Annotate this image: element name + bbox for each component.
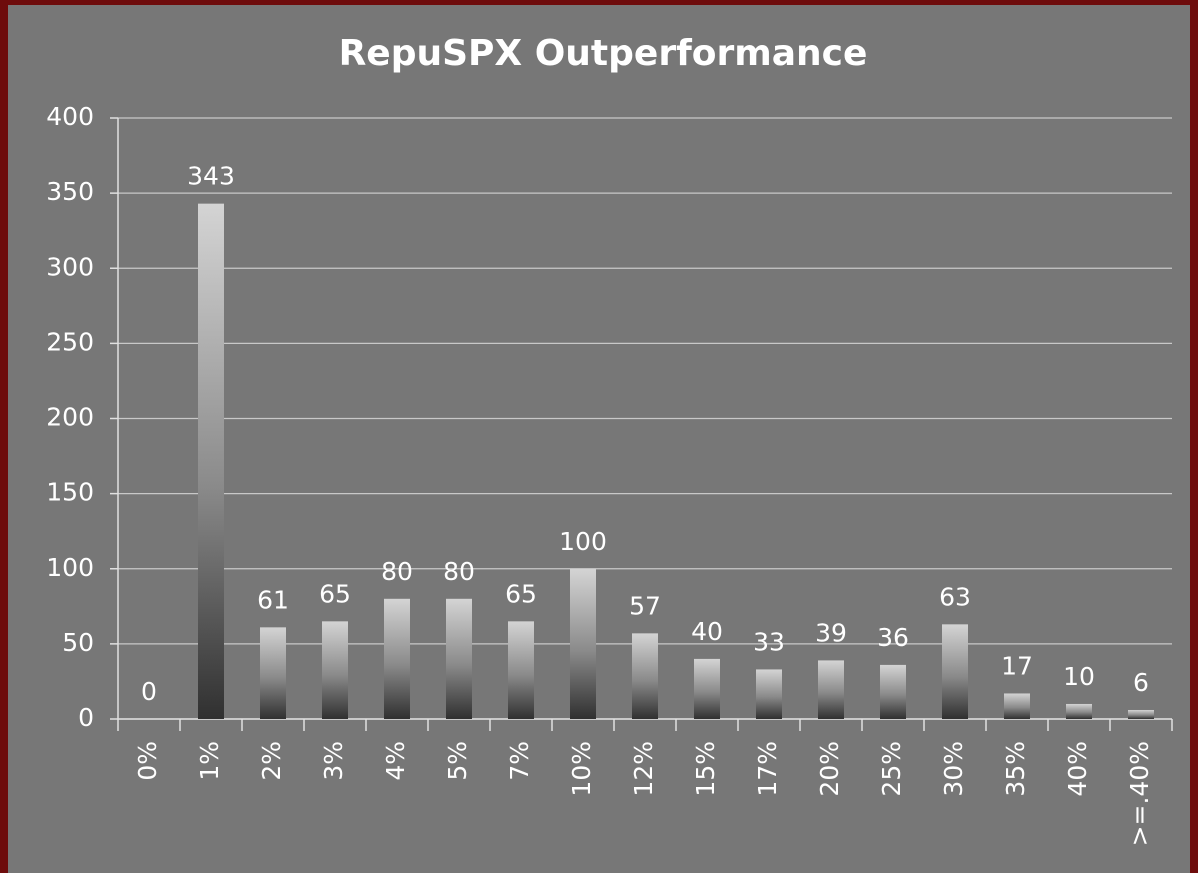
data-label: 343 [187, 162, 235, 191]
data-label: 33 [753, 627, 785, 656]
bar [508, 621, 534, 719]
bar [1004, 693, 1030, 719]
data-label: 63 [939, 582, 971, 611]
y-tick-label: 50 [62, 628, 94, 657]
bar [446, 598, 472, 719]
data-label: 0 [141, 677, 157, 706]
x-tick-label: 7% [505, 741, 534, 781]
bar [694, 658, 720, 719]
data-label: 100 [559, 527, 607, 556]
x-tick-label: 2% [257, 741, 286, 781]
x-tick-label: 10% [567, 741, 596, 797]
data-label: 80 [443, 557, 475, 586]
data-label: 57 [629, 591, 661, 620]
data-label: 65 [319, 579, 351, 608]
x-tick-label: >=.40% [1125, 741, 1154, 846]
bar [880, 664, 906, 719]
x-tick-label: 35% [1001, 741, 1030, 797]
bar [384, 598, 410, 719]
data-label: 36 [877, 623, 909, 652]
bar [818, 660, 844, 719]
y-tick-label: 250 [46, 327, 94, 356]
bar [322, 621, 348, 719]
data-label: 40 [691, 617, 723, 646]
y-tick-label: 300 [46, 252, 94, 281]
bar [756, 669, 782, 719]
x-tick-label: 4% [381, 741, 410, 781]
data-label: 80 [381, 557, 413, 586]
y-tick-label: 350 [46, 177, 94, 206]
x-tick-label: 30% [939, 741, 968, 797]
y-tick-label: 200 [46, 403, 94, 432]
x-tick-label: 3% [319, 741, 348, 781]
x-tick-label: 25% [877, 741, 906, 797]
data-label: 65 [505, 579, 537, 608]
x-tick-label: 15% [691, 741, 720, 797]
x-tick-label: 20% [815, 741, 844, 797]
y-tick-label: 400 [46, 102, 94, 131]
data-label: 61 [257, 585, 289, 614]
bar [1128, 709, 1154, 719]
bar [1066, 703, 1092, 719]
chart-title: RepuSPX Outperformance [339, 33, 868, 74]
x-tick-label: 5% [443, 741, 472, 781]
x-tick-label: 12% [629, 741, 658, 797]
data-label: 17 [1001, 651, 1033, 680]
y-tick-label: 150 [46, 478, 94, 507]
bar [942, 624, 968, 719]
data-label: 6 [1133, 668, 1149, 697]
x-tick-label: 1% [195, 741, 224, 781]
bar [260, 627, 286, 719]
bar [632, 633, 658, 719]
x-tick-label: 40% [1063, 741, 1092, 797]
y-tick-label: 100 [46, 553, 94, 582]
data-label: 10 [1063, 662, 1095, 691]
bar [570, 568, 596, 719]
x-tick-label: 0% [133, 741, 162, 781]
bar [198, 203, 224, 719]
data-label: 39 [815, 618, 847, 647]
x-tick-label: 17% [753, 741, 782, 797]
y-tick-label: 0 [78, 703, 94, 732]
